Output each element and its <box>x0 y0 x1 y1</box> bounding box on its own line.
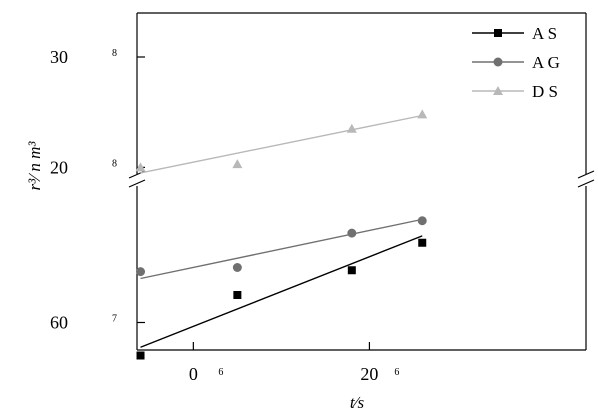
x-tick-label: 20 <box>360 364 378 384</box>
data-point <box>232 263 242 272</box>
y-tick-label: 20 <box>50 157 68 177</box>
legend-label: D S <box>532 82 558 101</box>
data-point <box>135 162 146 172</box>
fit-lines <box>140 114 423 348</box>
break-mark <box>577 170 595 179</box>
plot-frame <box>136 12 587 351</box>
fit-line <box>140 235 423 348</box>
data-point <box>418 238 427 247</box>
y-tick-label: 30 <box>50 47 68 67</box>
data-point <box>136 351 145 360</box>
y-tick-exponent: 8 <box>112 48 117 59</box>
axis-break <box>128 170 595 188</box>
y-tick-exponent: 7 <box>112 314 117 325</box>
fit-line <box>140 114 423 174</box>
y-tick-exponent: 8 <box>112 158 117 169</box>
data-point <box>136 267 146 277</box>
axis-ticks: 30 8 20 8 60 7 0 6 20 6 <box>50 47 399 384</box>
data-point <box>233 291 242 299</box>
data-points <box>135 109 428 360</box>
break-mark <box>128 179 146 188</box>
data-point <box>347 228 357 238</box>
legend: A S A G D S <box>472 24 560 101</box>
legend-marker <box>493 57 503 67</box>
legend-marker <box>494 29 502 37</box>
data-point <box>417 216 427 226</box>
data-point <box>417 109 428 119</box>
fit-line <box>140 218 423 280</box>
data-point <box>346 123 357 133</box>
x-axis-label: t∕s <box>350 393 365 412</box>
break-mark <box>577 179 595 188</box>
legend-label: A S <box>532 24 557 43</box>
legend-label: A G <box>532 53 560 72</box>
data-point <box>232 159 243 169</box>
data-point <box>347 266 356 275</box>
x-tick-label: 0 <box>189 364 198 384</box>
x-tick-exponent: 6 <box>218 367 223 378</box>
x-tick-exponent: 6 <box>394 367 399 378</box>
legend-marker <box>493 86 503 95</box>
y-tick-label: 60 <box>50 313 68 333</box>
y-axis-label: r³∕ n m³ <box>25 141 44 191</box>
